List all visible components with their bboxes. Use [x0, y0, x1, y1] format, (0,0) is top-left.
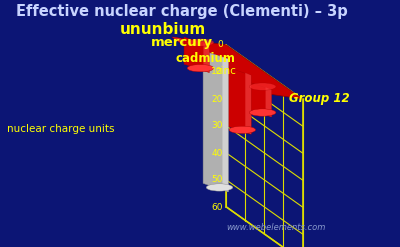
Ellipse shape — [229, 126, 256, 133]
Text: 20: 20 — [212, 95, 223, 103]
Text: 10: 10 — [211, 67, 223, 77]
Polygon shape — [246, 81, 272, 117]
Ellipse shape — [187, 39, 214, 46]
Text: 30: 30 — [211, 122, 223, 130]
Text: Effective nuclear charge (Clementi) – 3p: Effective nuclear charge (Clementi) – 3p — [16, 4, 348, 19]
Text: 60: 60 — [211, 203, 223, 211]
Polygon shape — [226, 67, 251, 134]
Ellipse shape — [249, 109, 276, 116]
Text: zinc: zinc — [215, 66, 236, 77]
Polygon shape — [222, 57, 228, 192]
Polygon shape — [204, 43, 209, 73]
Text: 50: 50 — [211, 176, 223, 185]
Text: Group 12: Group 12 — [290, 92, 350, 105]
Text: nuclear charge units: nuclear charge units — [7, 124, 114, 134]
Text: www.webelements.com: www.webelements.com — [226, 223, 326, 232]
Polygon shape — [245, 73, 251, 134]
Text: mercury: mercury — [151, 36, 213, 49]
Text: cadmium: cadmium — [175, 52, 235, 65]
Polygon shape — [172, 37, 302, 99]
Polygon shape — [203, 51, 228, 192]
Text: ununbium: ununbium — [120, 22, 206, 37]
Ellipse shape — [249, 83, 276, 90]
Polygon shape — [184, 37, 209, 73]
Text: 0: 0 — [217, 41, 223, 49]
Text: 40: 40 — [212, 148, 223, 158]
Ellipse shape — [206, 184, 233, 191]
Polygon shape — [172, 37, 256, 92]
Polygon shape — [266, 87, 272, 117]
Ellipse shape — [187, 64, 214, 72]
